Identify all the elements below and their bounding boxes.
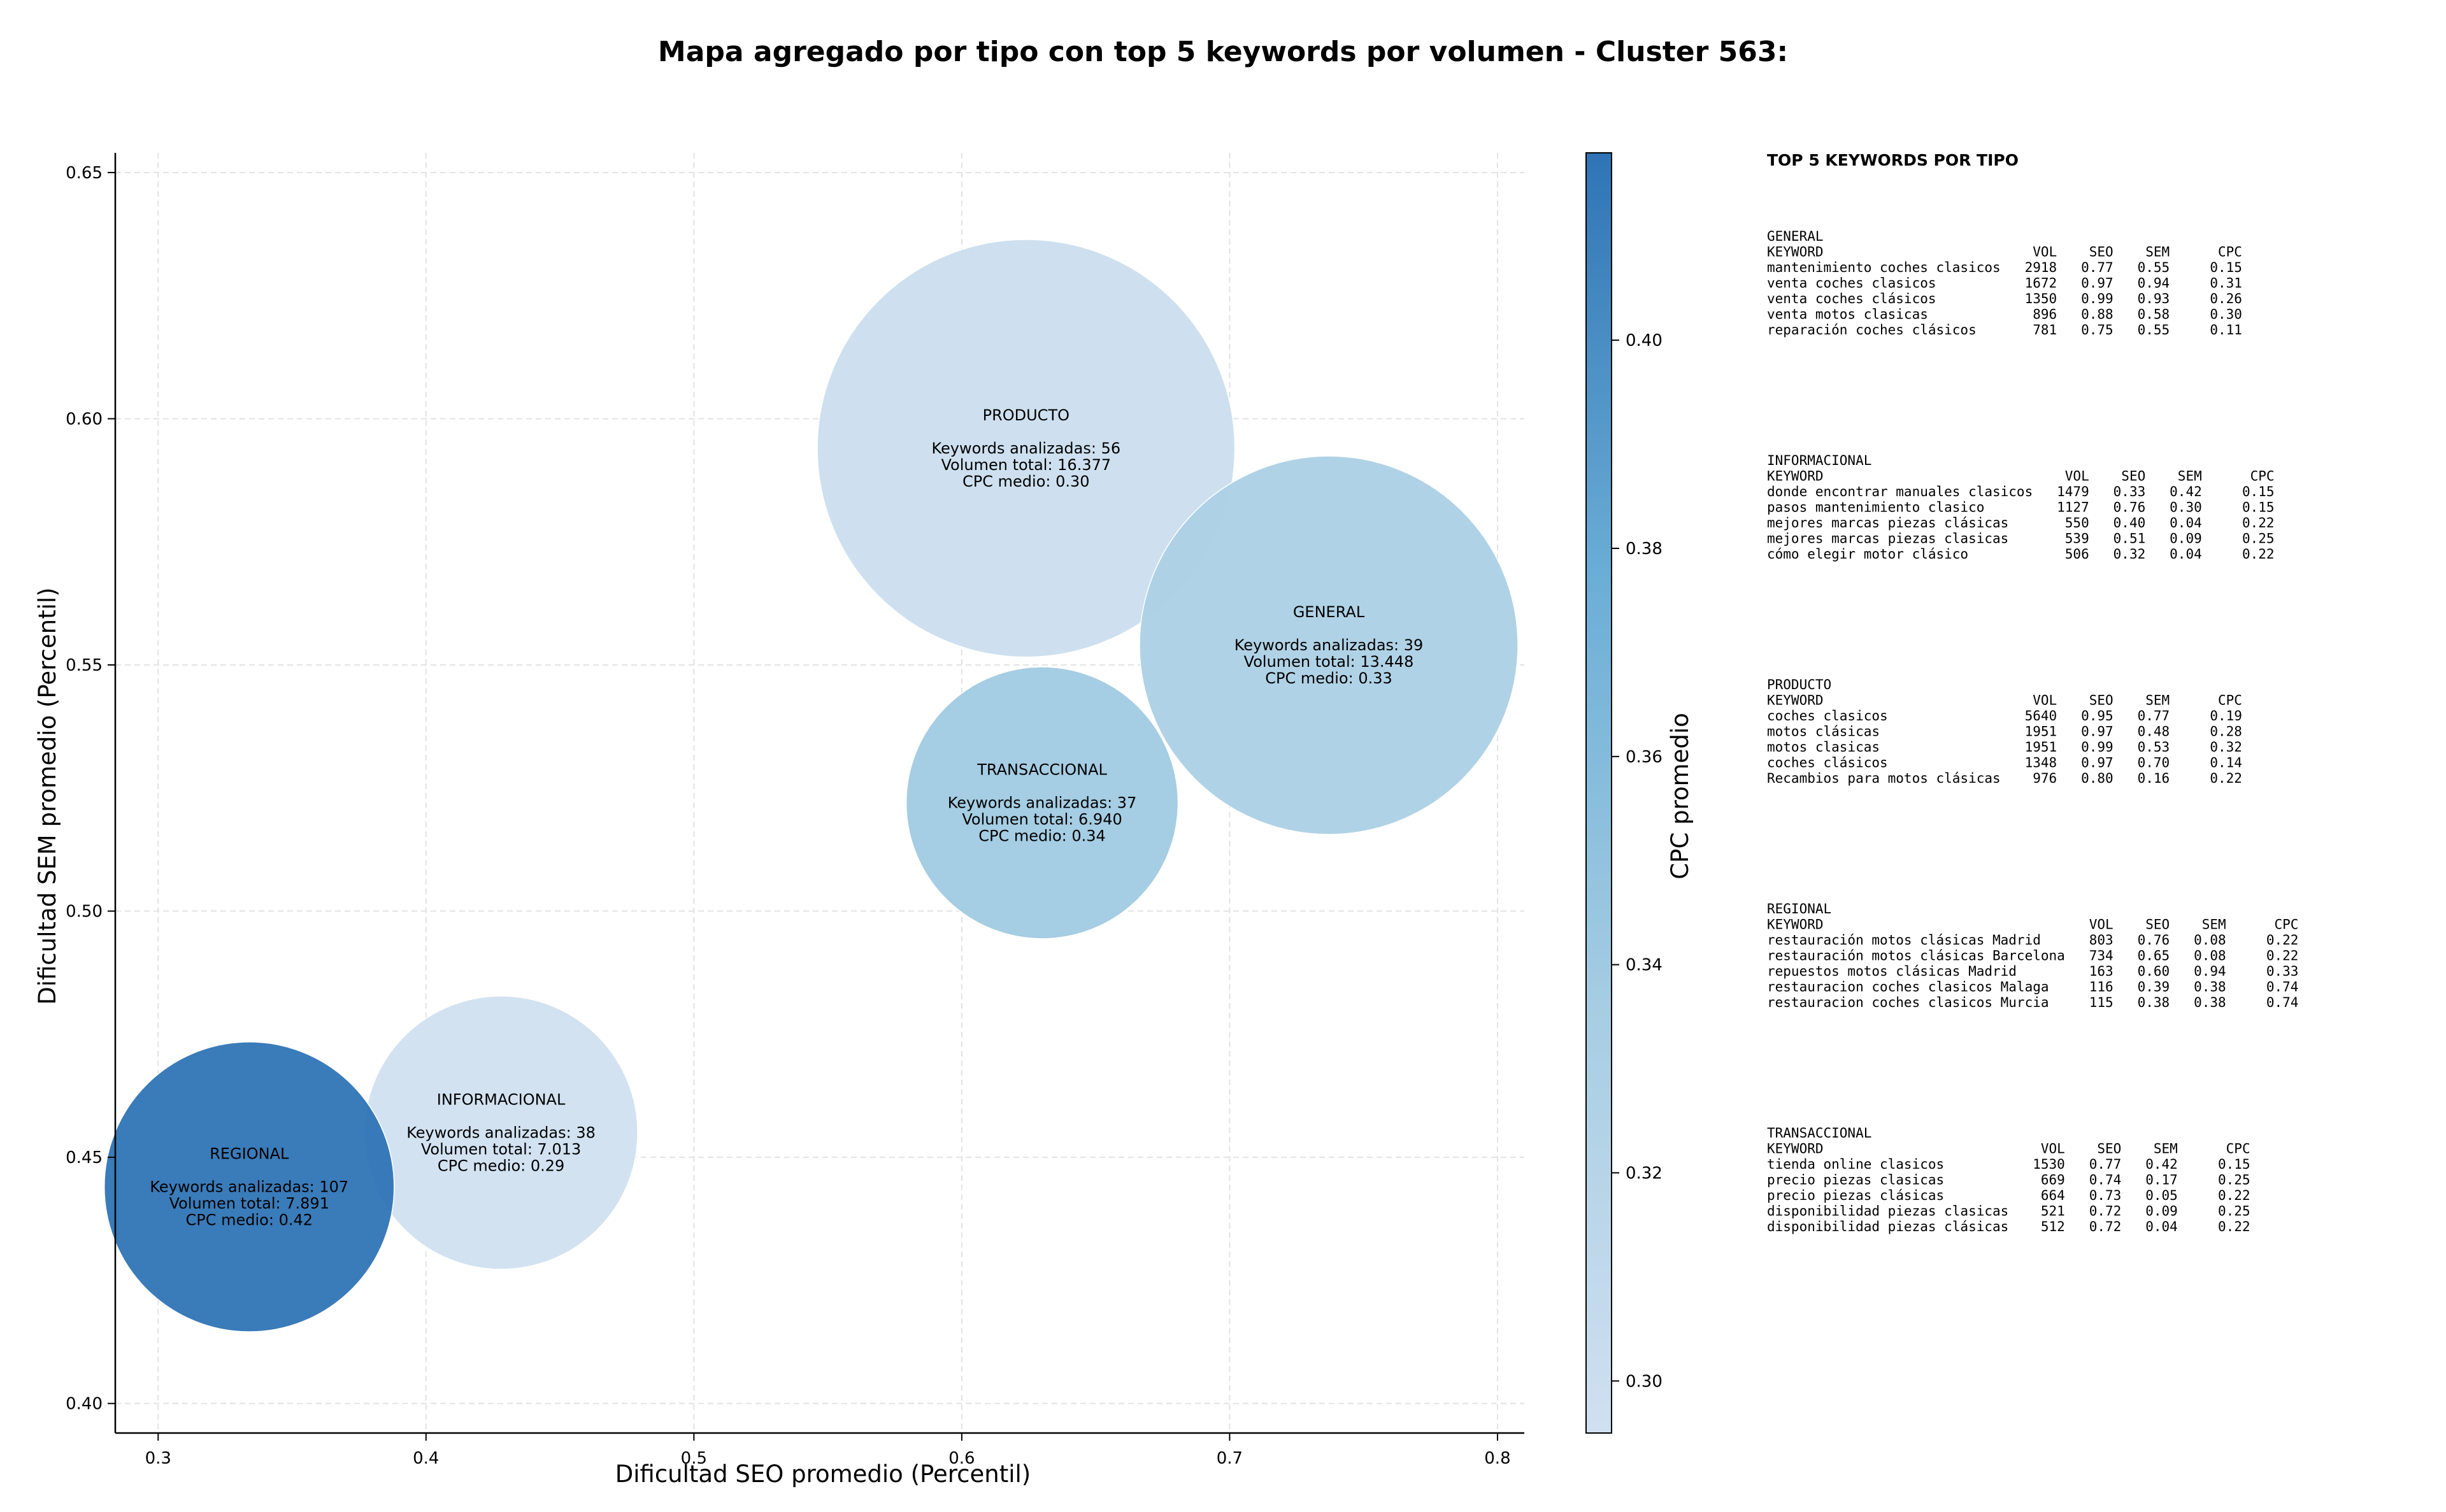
bubble-label: Keywords analizadas: 39: [1234, 636, 1424, 654]
bubble-label: CPC medio: 0.29: [438, 1157, 565, 1174]
keyword-table-heading: TRANSACCIONAL: [1767, 1125, 1871, 1141]
colorbar-tick-label: 0.32: [1626, 1164, 1663, 1183]
y-tick-label: 0.60: [66, 410, 103, 429]
y-tick-label: 0.65: [66, 164, 103, 183]
bubble-regional: REGIONAL Keywords analizadas: 107Volumen …: [103, 1041, 395, 1332]
x-tick-label: 0.7: [1217, 1449, 1243, 1468]
keyword-table-row: disponibilidad piezas clasicas 521 0.72 …: [1767, 1204, 2250, 1219]
keyword-table-header: KEYWORD VOL SEO SEM CPC: [1767, 917, 2298, 932]
y-tick-label: 0.45: [66, 1148, 103, 1167]
keyword-table-heading: GENERAL: [1767, 229, 1824, 244]
keyword-table-row: reparación coches clásicos 781 0.75 0.55…: [1767, 322, 2242, 338]
keyword-table-row: precio piezas clásicas 664 0.73 0.05 0.2…: [1767, 1188, 2250, 1203]
keyword-table-row: coches clásicos 1348 0.97 0.70 0.14: [1767, 755, 2242, 771]
keyword-table-row: venta coches clásicos 1350 0.99 0.93 0.2…: [1767, 291, 2242, 306]
bubble-point: [103, 1041, 395, 1332]
x-tick-label: 0.3: [145, 1449, 171, 1468]
colorbar-gradient: [1585, 152, 1612, 1434]
bubble-label: Volumen total: 16.377: [941, 456, 1111, 474]
x-tick-label: 0.5: [681, 1449, 707, 1468]
x-tick-label: 0.8: [1484, 1449, 1510, 1468]
keyword-table-row: precio piezas clasicas 669 0.74 0.17 0.2…: [1767, 1173, 2250, 1188]
keyword-table-row: coches clasicos 5640 0.95 0.77 0.19: [1767, 708, 2242, 724]
bubble-label: CPC medio: 0.33: [1265, 669, 1392, 687]
x-tick-label: 0.6: [948, 1449, 975, 1468]
bubble-label: INFORMACIONAL: [437, 1090, 566, 1108]
bubble-point: [905, 666, 1179, 939]
bubble-label: Keywords analizadas: 37: [948, 794, 1137, 811]
colorbar-tick-label: 0.34: [1626, 956, 1663, 975]
keyword-table-row: disponibilidad piezas clásicas 512 0.72 …: [1767, 1219, 2250, 1234]
bubble-transaccional: TRANSACCIONAL Keywords analizadas: 37Volu…: [905, 666, 1179, 939]
keyword-table-header: KEYWORD VOL SEO SEM CPC: [1767, 693, 2242, 708]
keyword-table-row: mejores marcas piezas clasicas 539 0.51 …: [1767, 531, 2275, 546]
keyword-table-heading: PRODUCTO: [1767, 677, 1831, 692]
keyword-table-row: repuestos motos clásicas Madrid 163 0.60…: [1767, 964, 2298, 979]
bubble-label: REGIONAL: [210, 1145, 289, 1162]
bubble-label: Volumen total: 13.448: [1244, 653, 1414, 671]
bubble-label: Keywords analizadas: 56: [932, 439, 1121, 457]
keyword-table-row: pasos mantenimiento clasico 1127 0.76 0.…: [1767, 500, 2275, 515]
colorbar-tick-label: 0.38: [1626, 539, 1663, 559]
bubble-label: CPC medio: 0.34: [978, 827, 1106, 845]
keyword-table-heading: REGIONAL: [1767, 901, 1831, 916]
keyword-table-row: venta motos clasicas 896 0.88 0.58 0.30: [1767, 307, 2242, 322]
y-tick-label: 0.40: [66, 1395, 103, 1414]
bubble-label: CPC medio: 0.30: [962, 473, 1090, 490]
keyword-table-row: restauración motos clásicas Madrid 803 0…: [1767, 932, 2298, 948]
bubble-label: GENERAL: [1293, 603, 1365, 621]
bubble-label: Volumen total: 6.940: [962, 810, 1122, 828]
keyword-table-row: tienda online clasicos 1530 0.77 0.42 0.…: [1767, 1157, 2250, 1172]
keyword-table-header: KEYWORD VOL SEO SEM CPC: [1767, 245, 2242, 260]
colorbar-tick-label: 0.40: [1626, 331, 1663, 350]
keyword-table-row: restauración motos clásicas Barcelona 73…: [1767, 948, 2298, 964]
bubble-label: Volumen total: 7.891: [169, 1194, 329, 1212]
bubble-informacional: INFORMACIONAL Keywords analizadas: 38Volu…: [364, 995, 638, 1270]
bubble-label: Keywords analizadas: 107: [150, 1178, 348, 1195]
colorbar-tick-label: 0.30: [1626, 1372, 1663, 1391]
panel-title: TOP 5 KEYWORDS POR TIPO: [1767, 151, 2019, 169]
keyword-table-row: restauracion coches clasicos Murcia 115 …: [1767, 995, 2298, 1010]
axes: 0.3 0.4 0.5 0.6 0.7 0.8 0.40 0.45 0.50 0.55 0.60 0.…: [66, 153, 1524, 1468]
y-tick-label: 0.50: [66, 902, 103, 922]
bubble-point: [817, 239, 1236, 658]
bubble-label: Volumen total: 7.013: [421, 1140, 581, 1158]
x-tick-label: 0.4: [413, 1449, 439, 1468]
colorbar-tick-label: 0.36: [1626, 748, 1663, 767]
keyword-table-row: donde encontrar manuales clasicos 1479 0…: [1767, 484, 2275, 499]
keyword-table-row: mejores marcas piezas clásicas 550 0.40 …: [1767, 515, 2275, 531]
keyword-table-heading: INFORMACIONAL: [1767, 453, 1871, 468]
keyword-table-header: KEYWORD VOL SEO SEM CPC: [1767, 1141, 2250, 1157]
bubble-label: PRODUCTO: [983, 406, 1069, 424]
x-axis-label: Dificultad SEO promedio (Percentil): [615, 1460, 1031, 1488]
bubble-point: [1139, 455, 1519, 835]
keyword-table-row: cómo elegir motor clásico 506 0.32 0.04 …: [1767, 546, 2275, 562]
bubble-label: Keywords analizadas: 38: [406, 1123, 596, 1141]
bubble-label: CPC medio: 0.42: [186, 1211, 313, 1229]
y-tick-label: 0.55: [66, 656, 103, 675]
chart-title: Mapa agregado por tipo con top 5 keyword…: [658, 36, 1788, 68]
keyword-table-row: mantenimiento coches clasicos 2918 0.77 …: [1767, 260, 2242, 275]
keyword-table-row: restauracion coches clasicos Malaga 116 …: [1767, 980, 2298, 995]
colorbar-label: CPC promedio: [1666, 713, 1694, 879]
keyword-table-row: Recambios para motos clásicas 976 0.80 0…: [1767, 771, 2242, 786]
keyword-table-header: KEYWORD VOL SEO SEM CPC: [1767, 469, 2275, 484]
keyword-table-row: motos clasicas 1951 0.99 0.53 0.32: [1767, 739, 2242, 755]
keyword-table-row: motos clásicas 1951 0.97 0.48 0.28: [1767, 724, 2242, 739]
keyword-table-row: venta coches clasicos 1672 0.97 0.94 0.3…: [1767, 276, 2242, 291]
bubble-label: TRANSACCIONAL: [976, 760, 1107, 778]
colorbar: 0.30 0.32 0.34 0.36 0.38 0.40: [1585, 152, 1663, 1434]
y-axis-label: Dificultad SEM promedio (Percentil): [34, 587, 61, 1004]
